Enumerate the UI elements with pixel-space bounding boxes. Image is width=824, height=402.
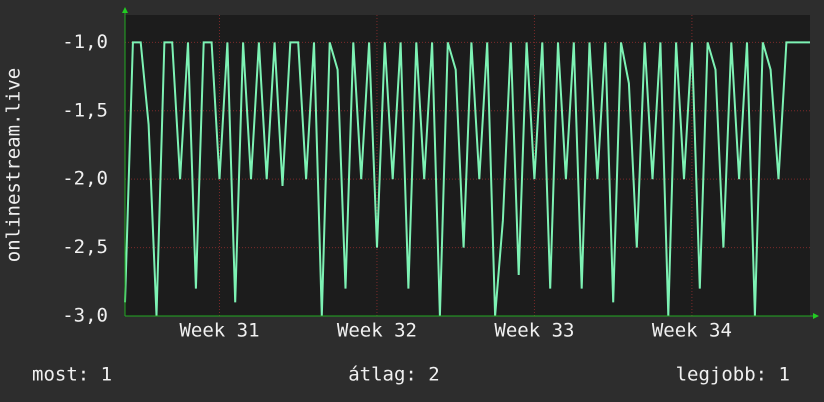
y-tick-label: -3,0: [62, 305, 108, 327]
x-tick-label: Week 32: [337, 320, 417, 342]
stat-average: átlag: 2: [348, 364, 440, 386]
x-tick-label: Week 31: [179, 320, 259, 342]
x-tick-label: Week 34: [652, 320, 732, 342]
y-arrow: [122, 7, 128, 13]
stat-best: legjobb: 1: [676, 364, 790, 386]
x-tick-label: Week 33: [494, 320, 574, 342]
y-axis-label: onlinestream.live: [3, 68, 25, 262]
stat-now: most: 1: [32, 364, 112, 386]
y-tick-label: -2,0: [62, 168, 108, 190]
x-arrow: [813, 313, 819, 319]
y-tick-label: -2,5: [62, 236, 108, 258]
y-tick-label: -1,0: [62, 31, 108, 53]
y-tick-label: -1,5: [62, 99, 108, 121]
plot: [124, 41, 810, 317]
data-line: [124, 41, 810, 317]
